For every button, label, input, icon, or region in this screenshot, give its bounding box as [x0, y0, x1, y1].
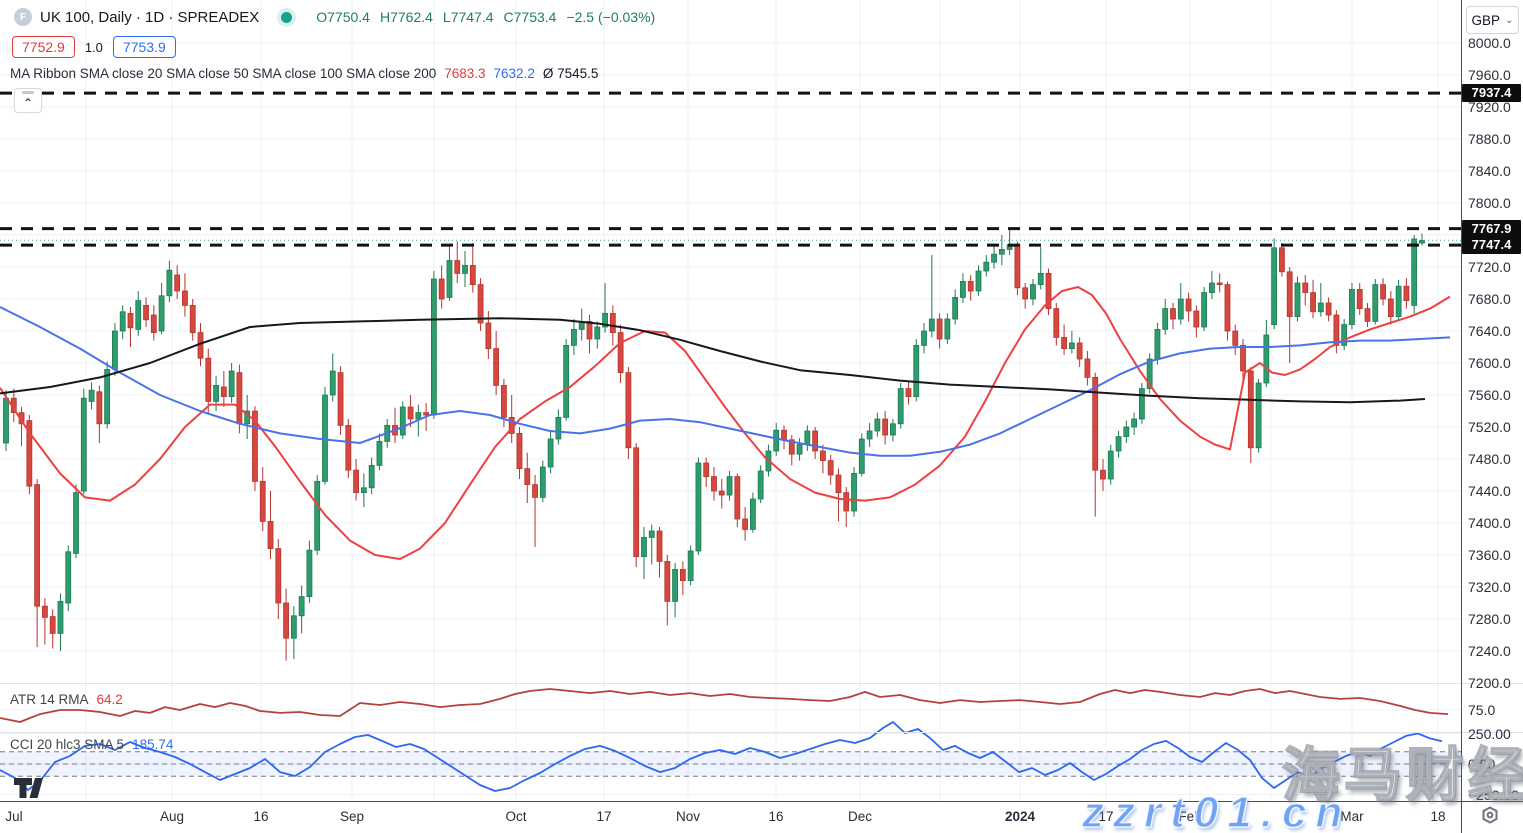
ma20-value: 7683.3: [444, 66, 486, 81]
market-status-dot-icon: [281, 11, 293, 23]
time-tick-label: 17: [596, 809, 612, 824]
ma-ribbon-legend[interactable]: MA Ribbon SMA close 20 SMA close 50 SMA …: [10, 66, 598, 81]
price-tick-label: 7640.0: [1468, 323, 1511, 339]
cci-tick-label: −250.00: [1468, 786, 1519, 803]
atr-title: ATR 14 RMA: [10, 692, 89, 707]
ma-ribbon-title: MA Ribbon SMA close 20 SMA close 50 SMA …: [10, 66, 437, 81]
chevron-down-icon: ⌄: [1505, 14, 1514, 26]
price-tick-label: 7360.0: [1468, 547, 1511, 563]
time-tick-label: Jul: [5, 809, 23, 824]
time-tick-label: Feb: [1178, 809, 1202, 824]
atr-legend[interactable]: ATR 14 RMA 64.2: [10, 692, 123, 707]
time-tick-label: 2024: [1004, 809, 1036, 824]
level-collapse-button[interactable]: ⌃: [14, 88, 42, 113]
tradingview-logo-icon[interactable]: [14, 774, 46, 805]
time-tick-label: 16: [253, 809, 269, 824]
time-tick-label: Sep: [339, 809, 365, 824]
symbol-logo-icon: F: [14, 8, 32, 26]
cci-value: 185.74: [132, 737, 174, 752]
cci-tick-label: 250.00: [1468, 725, 1511, 742]
time-tick-label: 17: [1098, 809, 1114, 824]
cci-title: CCI 20 hlc3 SMA 5: [10, 737, 125, 752]
price-tick-label: 7600.0: [1468, 355, 1511, 371]
price-axis[interactable]: GBP ⌄ 8000.0 7960.0 7920.0 7880.0 7840.0 7800…: [1462, 0, 1523, 833]
pane-separator[interactable]: [0, 683, 1523, 684]
price-tick-label: 7320.0: [1468, 579, 1511, 595]
price-axis-separator: [1461, 0, 1462, 833]
buy-ask-button[interactable]: 7753.9: [112, 36, 176, 58]
axis-separator: [0, 801, 1523, 802]
axis-settings-gear-icon[interactable]: [1481, 806, 1499, 829]
ohlc-open: O7750.4: [316, 9, 370, 25]
spread-value: 1.0: [84, 39, 103, 55]
price-level-badge: 7937.4: [1462, 84, 1521, 103]
price-tick-label: 7280.0: [1468, 611, 1511, 627]
price-tick-label: 7560.0: [1468, 387, 1511, 403]
price-tick-label: 7240.0: [1468, 643, 1511, 659]
price-tick-label: 7800.0: [1468, 195, 1511, 211]
price-tick-label: 7840.0: [1468, 163, 1511, 179]
time-tick-label: Aug: [159, 809, 185, 824]
price-tick-label: 7960.0: [1468, 67, 1511, 83]
atr-tick-label: 75.0: [1468, 702, 1496, 718]
time-tick-label: Dec: [847, 809, 873, 824]
symbol-title[interactable]: UK 100, Daily · 1D · SPREADEX: [40, 8, 260, 26]
chevron-up-icon: ⌃: [22, 95, 34, 110]
chart-canvas[interactable]: [0, 0, 1461, 806]
time-tick-label: Nov: [675, 809, 701, 824]
price-tick-label: 7720.0: [1468, 259, 1511, 275]
price-tick-label: 7400.0: [1468, 515, 1511, 531]
ohlc-readout: O7750.4 H7762.4 L7747.4 C7753.4 −2.5 (−0…: [316, 9, 655, 25]
price-tick-label: 7440.0: [1468, 483, 1511, 499]
cci-tick-label: 0.00: [1468, 756, 1496, 772]
chart-header: F UK 100, Daily · 1D · SPREADEX O7750.4 …: [14, 8, 655, 26]
ohlc-high: H7762.4: [379, 9, 433, 25]
ohlc-low: L7747.4: [442, 9, 494, 25]
price-tick-label: 7480.0: [1468, 451, 1511, 467]
ma-average-value: Ø 7545.5: [542, 66, 599, 81]
price-tick-label: 7200.0: [1468, 675, 1511, 691]
time-tick-label: 16: [768, 809, 784, 824]
sell-bid-button[interactable]: 7752.9: [12, 36, 75, 58]
price-tick-label: 7920.0: [1468, 99, 1511, 115]
cci-legend[interactable]: CCI 20 hlc3 SMA 5 185.74: [10, 737, 173, 752]
price-tick-label: 7520.0: [1468, 419, 1511, 435]
time-axis[interactable]: Jul Aug 16 Sep Oct 17 Nov 16 Dec 2024 17 Feb Mar 18: [0, 802, 1461, 833]
price-tick-label: 7680.0: [1468, 291, 1511, 307]
currency-label: GBP: [1471, 12, 1501, 28]
time-tick-label: 18: [1430, 809, 1446, 824]
price-level-badge: 7747.4: [1462, 236, 1521, 255]
quote-row: 7752.9 1.0 7753.9: [12, 36, 176, 58]
pane-separator[interactable]: [0, 732, 1523, 733]
time-tick-label: Oct: [505, 809, 527, 824]
time-tick-label: Mar: [1340, 809, 1364, 824]
price-tick-label: 8000.0: [1468, 35, 1511, 51]
currency-selector-button[interactable]: GBP ⌄: [1466, 6, 1519, 34]
atr-value: 64.2: [96, 692, 123, 707]
ohlc-close: C7753.4: [503, 9, 557, 25]
ma50-value: 7632.2: [493, 66, 535, 81]
price-tick-label: 7880.0: [1468, 131, 1511, 147]
drag-handle-icon: [22, 91, 34, 94]
ohlc-change: −2.5 (−0.03%): [566, 9, 656, 25]
price-level-badge: 7767.9: [1462, 219, 1521, 238]
